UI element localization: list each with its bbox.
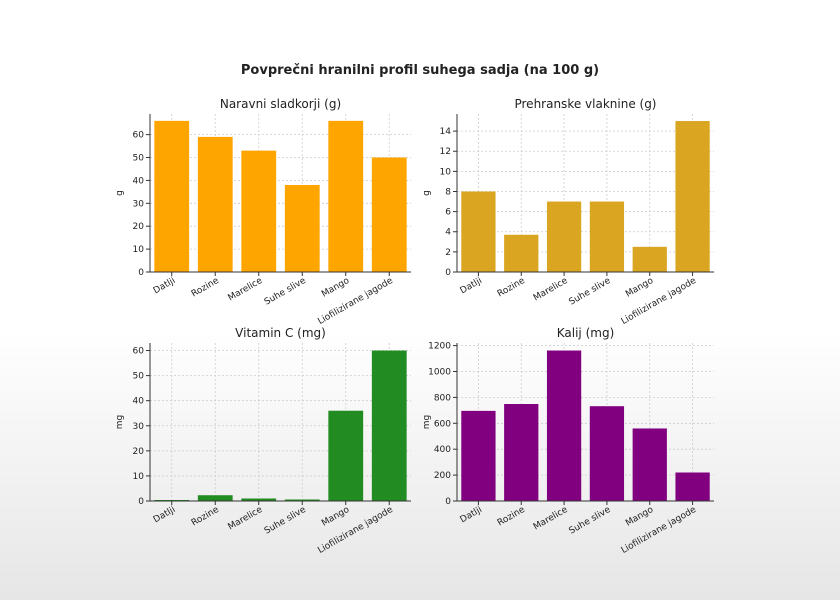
x-tick-label: Liofilizirane jagode	[620, 276, 699, 327]
y-tick-label: 800	[434, 393, 451, 403]
y-tick-label: 30	[133, 199, 145, 209]
x-tick-label: Marelice	[227, 276, 265, 304]
y-tick-label: 60	[133, 347, 145, 357]
y-tick-label: 0	[445, 497, 451, 507]
x-tick-label: Mango	[624, 505, 656, 529]
bar	[371, 157, 407, 272]
bar	[284, 499, 320, 501]
x-tick-label: Liofilizirane jagode	[620, 505, 699, 556]
y-tick-label: 4	[445, 228, 451, 238]
y-tick-label: 1000	[428, 367, 451, 377]
y-tick-label: 40	[133, 176, 145, 186]
x-tick-label: Mango	[320, 276, 352, 300]
chart-title: Vitamin C (mg)	[235, 326, 326, 340]
bar	[461, 191, 496, 272]
bar	[241, 150, 277, 272]
y-tick-label: 14	[440, 127, 452, 137]
x-tick-label: Rozine	[496, 276, 527, 300]
x-tick-label: Suhe slive	[263, 276, 308, 308]
y-tick-label: 0	[138, 497, 144, 507]
x-tick-label: Suhe slive	[568, 505, 613, 537]
y-tick-label: 0	[445, 268, 451, 278]
y-tick-label: 10	[133, 472, 145, 482]
x-tick-label: Liofilizirane jagode	[316, 505, 395, 556]
bar	[197, 495, 233, 501]
y-tick-label: 20	[133, 222, 145, 232]
x-tick-label: Rozine	[496, 505, 527, 529]
bar	[632, 246, 667, 272]
bar	[154, 120, 190, 272]
y-tick-label: 10	[440, 167, 452, 177]
x-tick-label: Suhe slive	[263, 505, 308, 537]
x-tick-label: Suhe slive	[568, 276, 613, 308]
bar	[546, 350, 582, 501]
y-tick-label: 0	[138, 268, 144, 278]
bar	[284, 184, 320, 272]
y-tick-label: 20	[133, 447, 145, 457]
bar	[328, 120, 364, 272]
y-tick-label: 12	[440, 147, 451, 157]
bar	[589, 406, 625, 501]
y-tick-label: 40	[133, 397, 145, 407]
bar	[197, 136, 233, 272]
x-tick-label: Rozine	[190, 276, 221, 300]
y-tick-label: 50	[133, 372, 145, 382]
bar	[461, 410, 496, 501]
y-tick-label: 8	[445, 187, 451, 197]
x-tick-label: Marelice	[227, 505, 265, 533]
y-tick-label: 30	[133, 422, 145, 432]
chart-title: Kalij (mg)	[557, 326, 615, 340]
y-axis-label: mg	[115, 415, 125, 429]
x-tick-label: Liofilizirane jagode	[316, 276, 395, 327]
bar	[241, 498, 277, 501]
bar	[546, 201, 582, 272]
chart-title: Prehranske vlaknine (g)	[514, 97, 656, 111]
bar	[371, 350, 407, 501]
x-tick-label: Datlji	[459, 276, 484, 296]
figure-title: Povprečni hranilni profil suhega sadja (…	[241, 63, 599, 78]
y-tick-label: 200	[434, 471, 451, 481]
x-tick-label: Datlji	[459, 505, 484, 525]
bar	[154, 499, 190, 501]
x-tick-label: Rozine	[190, 505, 221, 529]
y-axis-label: g	[422, 190, 432, 196]
bar	[675, 472, 710, 501]
y-tick-label: 600	[434, 419, 451, 429]
y-tick-label: 1200	[428, 342, 451, 352]
bar	[328, 410, 364, 501]
x-tick-label: Marelice	[532, 505, 570, 533]
chart-title: Naravni sladkorji (g)	[220, 97, 341, 111]
bar	[589, 201, 625, 272]
y-axis-label: mg	[422, 415, 432, 429]
y-tick-label: 6	[445, 208, 451, 218]
bar	[675, 121, 710, 272]
x-tick-label: Datlji	[152, 276, 177, 296]
x-tick-label: Mango	[624, 276, 656, 300]
bar	[504, 234, 539, 272]
y-tick-label: 400	[434, 445, 451, 455]
x-tick-label: Marelice	[532, 276, 570, 304]
y-tick-label: 50	[133, 154, 145, 164]
y-tick-label: 2	[445, 248, 451, 258]
bar	[504, 403, 539, 501]
x-tick-label: Datlji	[152, 505, 177, 525]
x-tick-label: Mango	[320, 505, 352, 529]
bar	[632, 428, 667, 501]
chart-panel: 0 200 400 600 800 1000 1200 Datlji Rozine Marelic…	[422, 326, 714, 556]
y-tick-label: 60	[133, 131, 145, 141]
y-tick-label: 10	[133, 245, 145, 255]
y-axis-label: g	[115, 190, 125, 196]
